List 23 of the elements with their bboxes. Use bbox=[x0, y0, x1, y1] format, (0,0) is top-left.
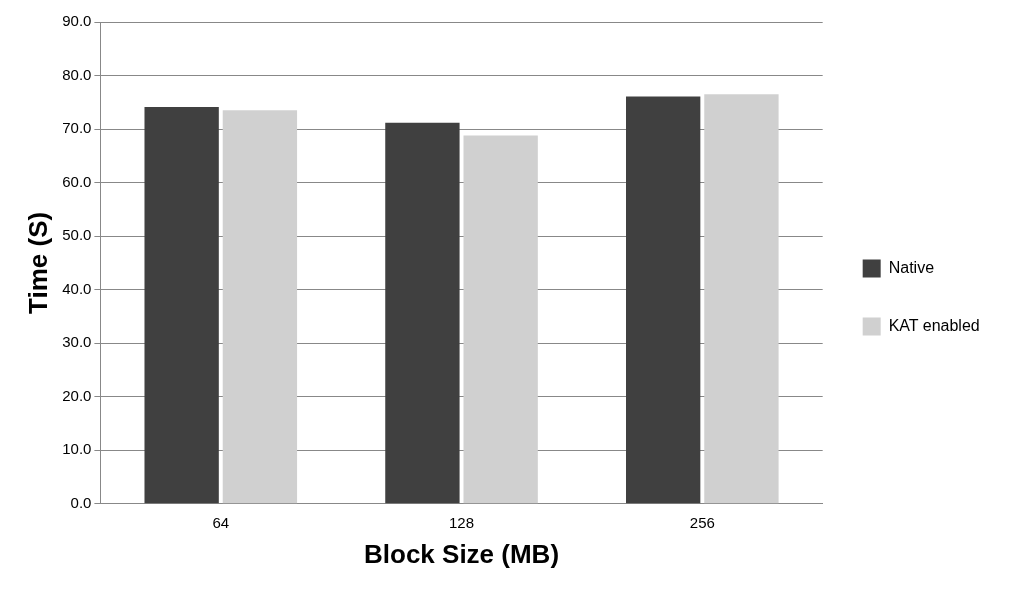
y-tick-label: 20.0 bbox=[62, 386, 92, 404]
x-tick-label: 256 bbox=[689, 513, 715, 531]
y-tick-label: 40.0 bbox=[62, 279, 92, 297]
y-tick-label: 0.0 bbox=[70, 493, 92, 511]
y-axis-title: Time (S) bbox=[22, 211, 53, 314]
x-axis-title: Block Size (MB) bbox=[364, 538, 560, 569]
y-tick-label: 30.0 bbox=[62, 333, 92, 351]
bar bbox=[463, 135, 538, 504]
bar bbox=[222, 110, 298, 504]
y-tick-label: 10.0 bbox=[62, 440, 92, 458]
bar bbox=[144, 107, 219, 504]
y-tick-label: 50.0 bbox=[62, 226, 92, 244]
legend-label: KAT enabled bbox=[888, 316, 980, 334]
x-tick-label: 128 bbox=[449, 513, 475, 531]
bar bbox=[626, 96, 701, 504]
y-tick-label: 70.0 bbox=[62, 119, 92, 137]
x-tick-label: 64 bbox=[212, 513, 230, 531]
y-tick-label: 80.0 bbox=[62, 65, 92, 83]
legend-label: Native bbox=[888, 258, 935, 276]
y-tick-label: 90.0 bbox=[62, 12, 92, 30]
bar bbox=[704, 94, 779, 504]
bar bbox=[385, 122, 460, 504]
y-tick-label: 60.0 bbox=[62, 172, 92, 190]
